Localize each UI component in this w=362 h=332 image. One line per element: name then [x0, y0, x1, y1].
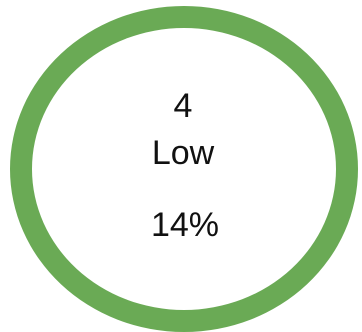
risk-count: 4: [173, 87, 193, 125]
risk-level-label: Low: [151, 134, 215, 172]
risk-percentage: 14%: [150, 206, 220, 244]
